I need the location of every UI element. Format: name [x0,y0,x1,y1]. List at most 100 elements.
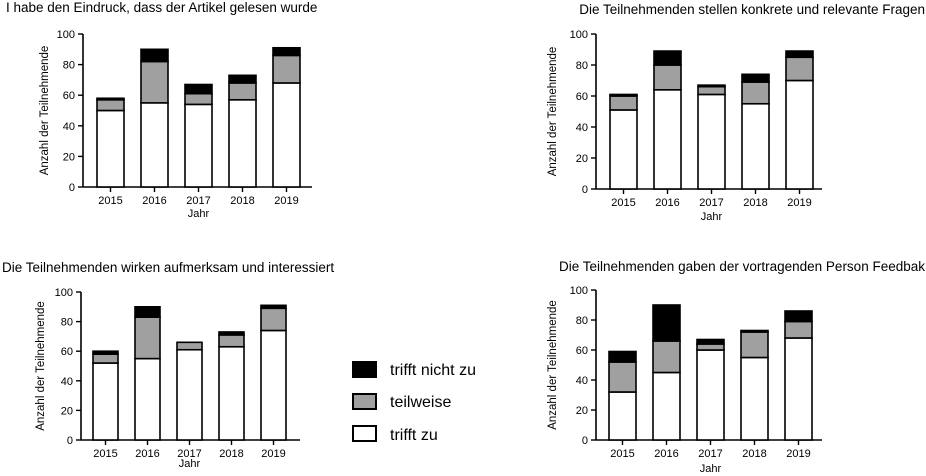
bar-trifft-zu-2016 [652,371,681,441]
bar-teilweise-2015 [92,353,119,364]
bar-trifft-nicht-zu-2018 [218,331,245,336]
chart-4: 0 20 40 60 80 100 2015 2016 2017 2018 2019 Jahr Anza… [547,285,822,475]
y-tick-label: 40 [63,121,75,133]
bar-trifft-nicht-zu-2015 [96,97,125,101]
x-axis-label: Jahr [700,463,722,475]
x-tick-label: 2016 [135,448,159,460]
bar-trifft-zu-2019 [784,337,813,441]
x-tick-label: 2015 [98,195,122,207]
x-tick-label: 2015 [610,448,634,460]
y-tick-label: 0 [69,182,75,194]
bar-teilweise-2017 [176,341,203,351]
bar-trifft-zu-2019 [272,82,301,188]
y-tick-label: 100 [55,287,73,299]
bar-trifft-zu-2018 [741,102,770,190]
bar-trifft-zu-2017 [697,93,726,190]
bar-trifft-nicht-zu-2015 [609,93,638,97]
bar-teilweise-2019 [260,307,287,332]
x-tick-label: 2019 [787,197,811,209]
bar-trifft-nicht-zu-2016 [653,50,682,66]
bar-trifft-nicht-zu-2017 [184,83,213,95]
y-tick-label: 0 [67,435,73,447]
x-tick-label: 2018 [743,197,767,209]
x-tick-label: 2017 [177,448,201,460]
bar-trifft-zu-2016 [134,357,161,441]
y-tick-label: 100 [57,29,75,41]
y-tick-label: 100 [570,29,588,41]
chart-title-3: Die Teilnehmenden wirken aufmerksam und … [2,260,334,275]
bar-teilweise-2019 [785,56,814,82]
bar-trifft-zu-2018 [228,98,257,188]
y-axis-label: Anzahl der Teilnehmende [547,300,559,430]
bar-trifft-zu-2015 [609,109,638,190]
y-tick-label: 60 [576,345,588,357]
bar-teilweise-2018 [740,331,769,359]
x-tick-label: 2019 [274,195,298,207]
y-tick-label: 60 [61,346,73,358]
plots-group: 0 20 40 60 80 100 2015 2016 2017 2018 2019 Jahr Anza… [35,29,822,475]
bar-trifft-nicht-zu-2019 [784,310,813,323]
bar-trifft-zu-2018 [740,356,769,441]
y-tick-label: 100 [570,285,588,297]
y-tick-label: 80 [63,60,75,72]
x-tick-label: 2017 [186,195,210,207]
x-tick-label: 2017 [698,448,722,460]
x-tick-label: 2018 [742,448,766,460]
chart-3: 0 20 40 60 80 100 2015 2016 2017 2018 2019 Jahr Anza… [35,287,300,470]
legend-label-teilweise: teilweise [390,394,451,411]
bar-trifft-nicht-zu-2016 [140,48,169,63]
bar-teilweise-2015 [609,95,638,111]
bar-trifft-zu-2016 [140,102,169,188]
y-tick-label: 20 [576,153,588,165]
x-tick-label: 2018 [230,195,254,207]
bar-trifft-zu-2015 [92,362,119,441]
bar-teilweise-2015 [96,98,125,112]
bar-trifft-zu-2017 [184,103,213,188]
bar-teilweise-2016 [134,316,161,360]
legend-label-trifft-nicht-zu: trifft nicht zu [390,362,476,379]
y-tick-label: 60 [63,90,75,102]
bar-trifft-nicht-zu-2015 [608,350,637,363]
y-axis-label: Anzahl der Teilnehmende [39,46,51,176]
x-tick-label: 2016 [142,195,166,207]
bar-teilweise-2018 [228,82,257,101]
bar-trifft-nicht-zu-2015 [92,350,119,355]
bar-teilweise-2017 [696,343,725,351]
bar-teilweise-2017 [697,85,726,96]
legend-swatch-trifft-zu [352,425,377,442]
y-tick-label: 20 [63,151,75,163]
y-tick-label: 40 [61,376,73,388]
y-tick-label: 40 [576,375,588,387]
bar-trifft-nicht-zu-2017 [696,338,725,345]
chart-1: 0 20 40 60 80 100 2015 2016 2017 2018 2019 Jahr Anza… [39,29,312,220]
bar-trifft-zu-2017 [696,349,725,441]
x-axis-label: Jahr [701,211,723,223]
bar-trifft-zu-2015 [608,391,637,441]
chart-2: 0 20 40 60 80 100 2015 2016 2017 2018 2019 Jahr Anza… [547,29,822,223]
bar-teilweise-2016 [140,60,169,104]
chart-title-4: Die Teilnehmenden gaben der vortragenden… [559,259,925,274]
y-tick-label: 20 [576,405,588,417]
legend-label-trifft-zu: trifft zu [390,427,438,444]
x-tick-label: 2017 [699,197,723,209]
x-axis-label: Jahr [188,208,210,220]
bar-teilweise-2016 [653,64,682,91]
y-tick-label: 80 [576,315,588,327]
bar-teilweise-2017 [184,92,213,106]
x-tick-label: 2015 [93,448,117,460]
bar-teilweise-2019 [784,320,813,339]
legend-swatch-trifft-nicht-zu [352,361,377,378]
y-tick-label: 0 [582,184,588,196]
bar-trifft-nicht-zu-2019 [785,50,814,59]
y-axis-label: Anzahl der Teilnehmende [547,47,559,177]
x-axis-label: Jahr [179,458,201,470]
x-tick-label: 2016 [654,448,678,460]
y-axis-label: Anzahl der Teilnehmende [35,301,47,431]
bar-trifft-zu-2018 [218,345,245,441]
bar-teilweise-2016 [652,340,681,374]
chart-title-2: Die Teilnehmenden stellen konkrete und r… [579,2,925,17]
y-tick-label: 20 [61,405,73,417]
bar-trifft-nicht-zu-2016 [134,305,161,318]
bar-teilweise-2015 [608,361,637,393]
